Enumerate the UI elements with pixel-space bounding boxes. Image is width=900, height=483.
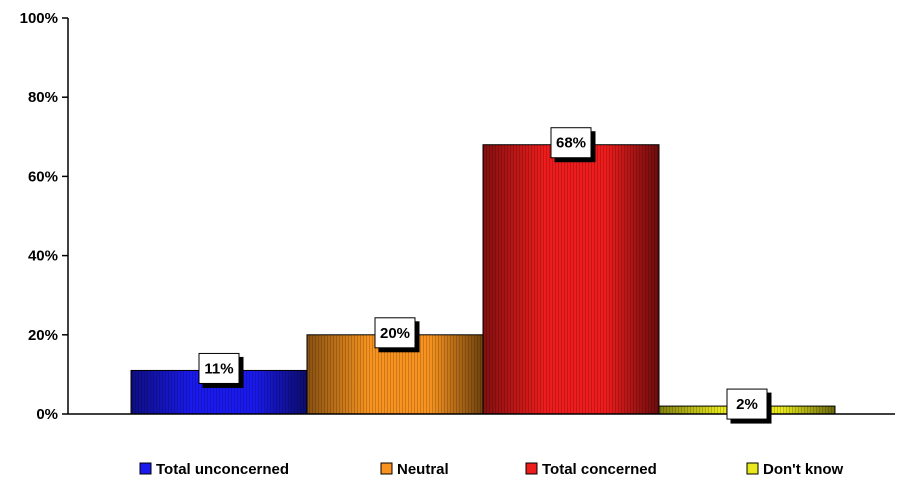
legend-swatch-neutral [380,462,393,475]
y-tick-label: 100% [20,10,58,27]
y-tick-label: 60% [28,168,58,185]
y-tick-label: 80% [28,89,58,106]
y-tick-label: 0% [36,406,58,423]
legend-label-total-concerned: Total concerned [542,461,657,478]
data-label-neutral: 20% [380,325,410,342]
legend-swatch-don-t-know [746,462,759,475]
legend-swatch-total-unconcerned [139,462,152,475]
data-labels-group: 11% 20% 68% 2% [198,127,768,420]
legend-label-total-unconcerned: Total unconcerned [156,461,289,478]
legend-swatch-total-concerned [525,462,538,475]
data-label-total-unconcerned: 11% [204,360,233,377]
legend: Total unconcerned Neutral Total concerned D… [139,461,844,478]
y-tick-label: 40% [28,248,58,265]
axes-group: 0% 20% 40% 60% 80% 100% [20,10,895,423]
data-label-box-total-unconcerned [198,352,240,384]
legend-label-neutral: Neutral [397,461,449,478]
data-label-box-don-t-know [726,388,768,420]
data-label-total-concerned: 68% [556,135,586,152]
bars-group [130,144,836,415]
data-label-box-neutral [374,317,416,349]
bar-total-concerned-texture [483,144,659,414]
data-label-box-total-concerned [550,127,592,159]
legend-label-don-t-know: Don't know [763,461,844,478]
y-tick-label: 20% [28,327,58,344]
data-label-don-t-know: 2% [736,396,758,413]
